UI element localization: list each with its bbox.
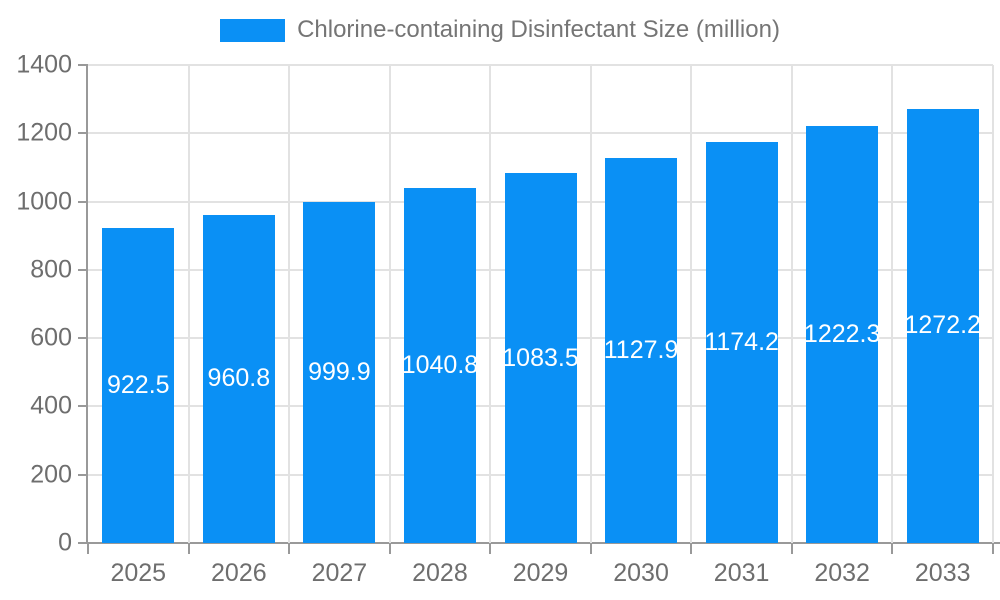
- x-axis-tick: [690, 544, 693, 554]
- x-axis-category-label: 2026: [211, 559, 267, 587]
- bar[interactable]: 1174.2: [704, 142, 779, 543]
- vertical-gridline: [288, 65, 291, 543]
- vertical-gridline: [790, 65, 793, 543]
- y-axis-tick-label: 1400: [16, 50, 72, 79]
- y-axis-tick: [78, 542, 88, 544]
- y-axis-tick: [78, 405, 88, 408]
- x-axis-category-label: 2030: [613, 559, 669, 587]
- legend[interactable]: Chlorine-containing Disinfectant Size (m…: [0, 16, 1000, 44]
- bar[interactable]: 922.5: [102, 228, 175, 543]
- bar[interactable]: 1222.3: [803, 125, 881, 543]
- x-axis-category-label: 2031: [713, 559, 770, 587]
- horizontal-gridline: [88, 132, 993, 135]
- bar-value-label: 1040.8: [401, 350, 479, 379]
- y-axis-tick-label: 400: [30, 391, 72, 420]
- vertical-gridline: [690, 65, 693, 543]
- bar[interactable]: 1040.8: [401, 187, 479, 543]
- plot-area: 922.5 960.8 999.9 1040.8 1083.5 1127.9 1174.2 1…: [88, 64, 994, 543]
- bar[interactable]: 960.8: [202, 214, 275, 543]
- x-axis-tick: [891, 544, 894, 554]
- vertical-gridline: [388, 65, 391, 543]
- bar-value-label: 999.9: [308, 357, 371, 386]
- x-axis-category-label: 2033: [914, 559, 971, 587]
- x-axis-tick: [288, 544, 291, 554]
- x-axis-category-label: 2032: [814, 559, 870, 587]
- x-axis-tick: [992, 544, 994, 554]
- y-axis-tick: [78, 337, 88, 340]
- y-axis-tick-label: 1200: [16, 118, 72, 147]
- x-axis-category-label: 2029: [512, 559, 569, 587]
- y-axis-line: [86, 65, 88, 543]
- bar[interactable]: 1127.9: [603, 157, 679, 543]
- y-axis-tick: [78, 132, 88, 135]
- x-axis-tick: [187, 544, 190, 554]
- bar-value-label: 922.5: [106, 371, 170, 399]
- bar-value-label: 1272.2: [904, 311, 981, 340]
- y-axis-tick: [78, 473, 88, 476]
- bar-value-label: 1083.5: [502, 343, 579, 372]
- legend-label: Chlorine-containing Disinfectant Size (m…: [297, 16, 780, 43]
- bar-value-label: 1174.2: [704, 328, 779, 357]
- vertical-gridline: [187, 65, 190, 543]
- bar-value-label: 960.8: [207, 364, 271, 393]
- vertical-gridline: [992, 65, 994, 543]
- y-axis-tick-label: 200: [30, 460, 72, 489]
- x-axis-line: [78, 542, 1000, 544]
- bar[interactable]: 999.9: [303, 201, 376, 543]
- y-axis-tick: [78, 200, 88, 203]
- x-axis-category-label: 2028: [412, 559, 468, 587]
- x-axis-tick: [790, 544, 793, 554]
- x-axis-tick: [87, 544, 89, 554]
- x-axis-tick: [489, 544, 492, 554]
- y-axis-tick-label: 1000: [16, 187, 72, 216]
- x-axis-category-label: 2027: [311, 559, 368, 587]
- vertical-gridline: [891, 65, 894, 543]
- x-axis-category-label: 2025: [110, 559, 167, 587]
- y-axis-tick: [78, 64, 88, 66]
- vertical-gridline: [589, 65, 592, 543]
- y-axis-tick: [78, 268, 88, 271]
- bar-value-label: 1127.9: [603, 335, 679, 364]
- legend-swatch: [220, 18, 286, 42]
- y-axis-tick-label: 600: [30, 323, 72, 352]
- x-axis-tick: [388, 544, 391, 554]
- bar-value-label: 1222.3: [803, 319, 881, 348]
- bar[interactable]: 1083.5: [502, 173, 579, 543]
- bar[interactable]: 1272.2: [904, 108, 981, 543]
- x-axis-tick: [589, 544, 592, 554]
- vertical-gridline: [489, 65, 492, 543]
- horizontal-gridline: [88, 64, 993, 66]
- y-axis-tick-label: 0: [58, 528, 72, 557]
- y-axis-tick-label: 800: [30, 255, 72, 284]
